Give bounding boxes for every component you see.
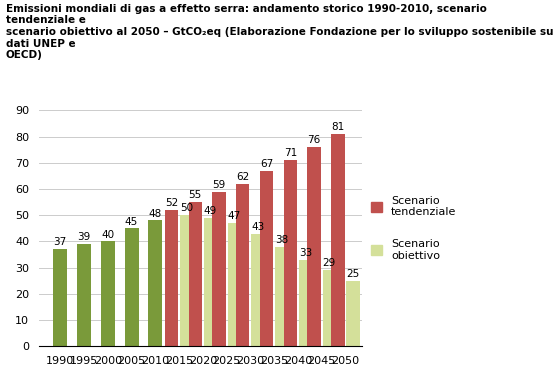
Bar — [236, 184, 249, 346]
Text: 25: 25 — [347, 269, 359, 279]
Text: 62: 62 — [236, 172, 249, 182]
Text: 59: 59 — [212, 180, 226, 190]
Bar — [125, 228, 139, 346]
Bar — [283, 160, 297, 346]
Bar — [323, 270, 336, 346]
Text: 50: 50 — [180, 203, 193, 213]
Text: 43: 43 — [252, 222, 264, 232]
Text: 33: 33 — [299, 248, 312, 258]
Bar — [252, 234, 264, 346]
Text: 39: 39 — [77, 232, 91, 242]
Text: 45: 45 — [125, 216, 138, 227]
Text: 48: 48 — [149, 209, 162, 219]
Text: 40: 40 — [101, 230, 115, 240]
Text: 29: 29 — [323, 258, 336, 269]
Bar — [204, 218, 217, 346]
Text: 55: 55 — [188, 190, 202, 200]
Bar — [77, 244, 91, 346]
Bar — [188, 202, 202, 346]
Bar — [299, 260, 312, 346]
Bar — [180, 215, 193, 346]
Bar — [165, 210, 178, 346]
Bar — [307, 147, 321, 346]
Bar — [347, 281, 359, 346]
Bar — [260, 171, 273, 346]
Bar — [101, 242, 115, 346]
Bar — [275, 247, 288, 346]
Bar — [212, 192, 226, 346]
Text: 38: 38 — [275, 235, 288, 245]
Bar — [331, 134, 344, 346]
Legend: Scenario
tendenziale, Scenario
obiettivo: Scenario tendenziale, Scenario obiettivo — [371, 196, 456, 261]
Bar — [148, 221, 162, 346]
Bar — [228, 223, 241, 346]
Text: 47: 47 — [228, 211, 241, 221]
Text: 49: 49 — [204, 206, 217, 216]
Text: 76: 76 — [307, 135, 321, 145]
Text: 67: 67 — [260, 159, 273, 169]
Text: Emissioni mondiali di gas a effetto serra: andamento storico 1990-2010, scenario: Emissioni mondiali di gas a effetto serr… — [6, 4, 553, 60]
Text: 37: 37 — [54, 237, 67, 248]
Text: 52: 52 — [165, 198, 178, 208]
Bar — [53, 249, 67, 346]
Text: 71: 71 — [283, 148, 297, 158]
Text: 81: 81 — [331, 122, 344, 132]
